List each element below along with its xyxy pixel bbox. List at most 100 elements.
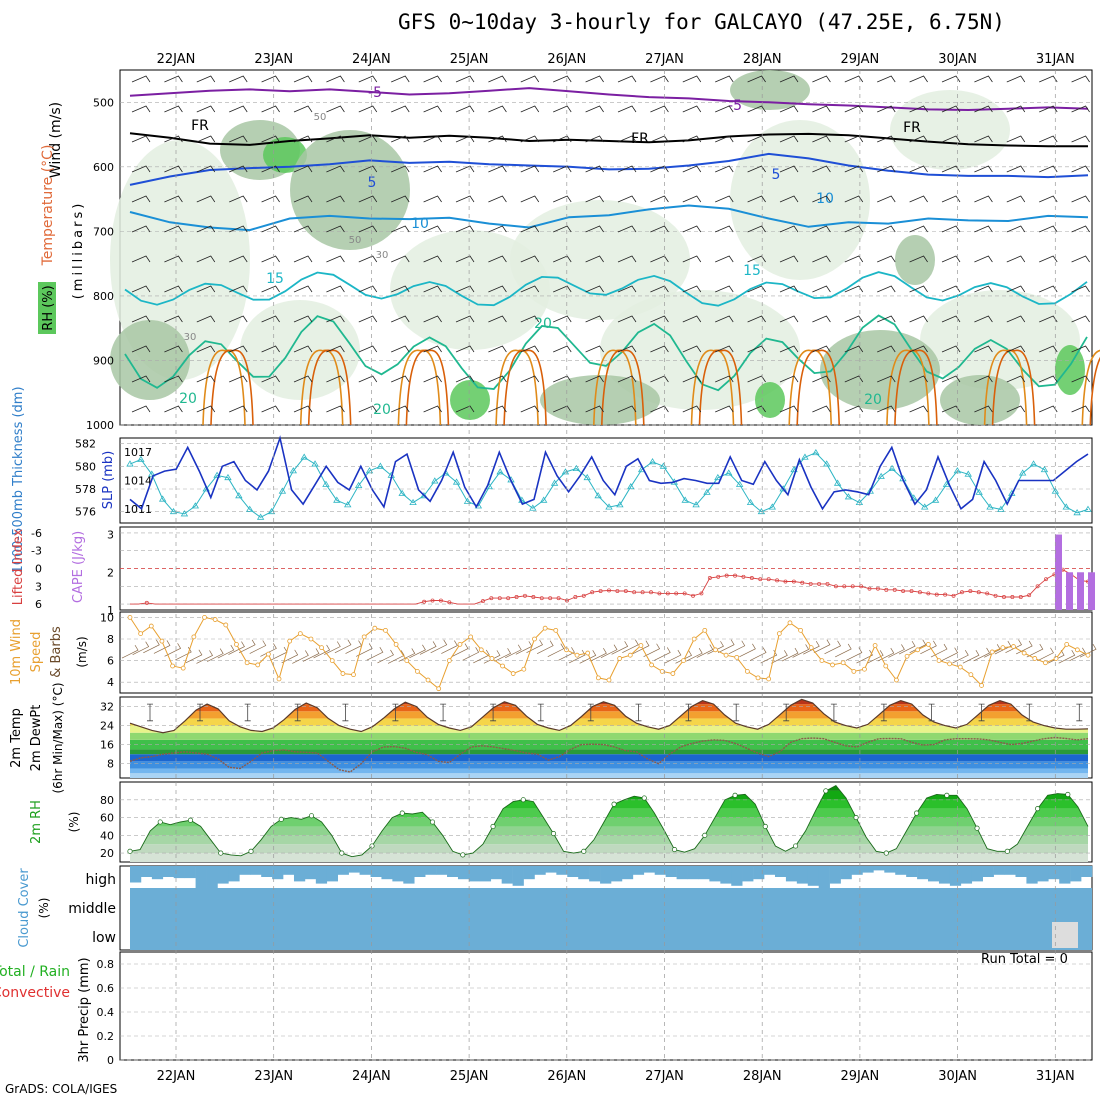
data-point-wind xyxy=(659,669,665,674)
data-point-lifted-index xyxy=(506,596,511,601)
wind-barb xyxy=(1006,165,1026,173)
wind-barb-10m xyxy=(206,648,224,662)
wind-barb xyxy=(682,105,702,113)
wind-barb xyxy=(423,255,442,263)
bar-cape xyxy=(1088,572,1095,610)
data-point-lifted-index xyxy=(850,584,855,589)
wind-barb xyxy=(585,105,604,113)
tick-label-precip: 0.2 xyxy=(97,1030,115,1043)
bar-cloud-high xyxy=(425,866,437,875)
minmax-marker xyxy=(783,703,790,722)
wind-barb xyxy=(715,165,734,173)
data-point-thickness xyxy=(235,492,243,499)
tick-label-day-top: 31JAN xyxy=(1036,52,1075,67)
wind-barb xyxy=(682,195,702,203)
wind-barb xyxy=(585,375,604,383)
data-point-wind xyxy=(957,664,963,670)
wind-barb xyxy=(293,255,313,263)
wind-barb xyxy=(326,225,345,233)
wind-barb xyxy=(844,405,864,413)
wind-barb xyxy=(423,105,442,113)
wind-barb xyxy=(131,285,151,293)
bar-cape xyxy=(1055,534,1062,610)
minmax-marker xyxy=(978,703,985,722)
wind-barb xyxy=(196,225,216,233)
wind-barb xyxy=(844,195,864,203)
temperature-contour-hot xyxy=(1089,356,1100,426)
wind-barb xyxy=(553,135,572,143)
contour-label: 10 xyxy=(816,191,834,207)
wind-barb xyxy=(585,285,604,293)
data-point-wind xyxy=(585,650,591,656)
wind-barb xyxy=(423,135,442,143)
wind-barb-10m xyxy=(121,644,139,659)
chart-title: GFS 0~10day 3-hourly for GALCAYO (47.25E… xyxy=(398,10,1005,34)
data-point-wind xyxy=(457,642,463,647)
wind-barb xyxy=(617,225,637,233)
wind-barb xyxy=(455,285,475,293)
data-point-thickness xyxy=(354,481,363,488)
wind-barb xyxy=(747,225,766,233)
bar-cloud-high xyxy=(348,866,360,873)
data-point-lifted-index xyxy=(859,584,864,589)
bar-cloud-high xyxy=(534,866,546,875)
temp-color-bands xyxy=(130,699,1088,778)
data-point-wind xyxy=(351,672,356,678)
wind-barb xyxy=(164,75,183,83)
data-point-rh xyxy=(460,852,466,858)
data-point-lifted-index xyxy=(1027,593,1032,598)
wind-barb xyxy=(488,135,507,143)
series-line-slp xyxy=(129,435,1089,511)
tick-label-day-bottom: 25JAN xyxy=(450,1069,489,1084)
wind-barb xyxy=(553,285,572,293)
data-point-lifted-index xyxy=(842,584,847,589)
bar-cloud-high xyxy=(151,866,164,880)
data-point-lifted-index xyxy=(649,590,653,595)
data-point-lifted-index xyxy=(1002,595,1006,599)
wind-barb-10m xyxy=(473,649,490,664)
wind-barb xyxy=(423,75,442,83)
data-point-wind xyxy=(148,623,154,629)
wind-barb xyxy=(293,285,313,293)
wind-barb xyxy=(974,405,993,413)
data-point-wind xyxy=(170,663,175,669)
data-point-thickness xyxy=(420,492,428,499)
wind-barb xyxy=(1006,375,1026,383)
wind-barb xyxy=(261,105,280,113)
wind-barb xyxy=(909,345,928,353)
data-point-wind xyxy=(744,669,750,674)
wind-barb xyxy=(974,135,993,143)
wind-barb-10m xyxy=(238,639,256,654)
wind-barb xyxy=(779,195,799,203)
data-point-rh xyxy=(914,810,920,816)
wind-barb xyxy=(585,255,604,263)
wind-barb xyxy=(229,255,248,263)
wind-barb xyxy=(585,75,604,83)
wind-barb-10m xyxy=(313,644,331,659)
wind-barb-10m xyxy=(973,647,991,662)
data-point-rh xyxy=(762,823,768,829)
wind-barb xyxy=(326,165,345,173)
data-point-wind xyxy=(925,642,931,647)
wind-barb xyxy=(164,225,183,233)
bar-cloud-high xyxy=(479,866,492,882)
wind-barb xyxy=(909,225,928,233)
data-point-wind xyxy=(234,642,239,647)
rh-blob xyxy=(940,375,1020,425)
wind-barb xyxy=(229,405,248,413)
wind-barb xyxy=(229,105,248,113)
wind-barb xyxy=(455,225,475,233)
wind-barb xyxy=(1039,225,1058,233)
bar-cloud-high xyxy=(1004,866,1016,875)
wind-barb-10m xyxy=(664,649,682,664)
data-point-lifted-index xyxy=(144,600,149,605)
wind-barb-10m xyxy=(696,644,714,658)
data-point-thickness xyxy=(605,503,613,510)
data-point-wind xyxy=(734,654,740,660)
wind-barb xyxy=(488,375,507,383)
data-point-lifted-index xyxy=(615,589,620,593)
data-point-wind xyxy=(819,658,825,663)
wind-barb xyxy=(747,195,766,203)
rh-blob xyxy=(600,290,800,410)
data-point-thickness xyxy=(746,498,755,505)
